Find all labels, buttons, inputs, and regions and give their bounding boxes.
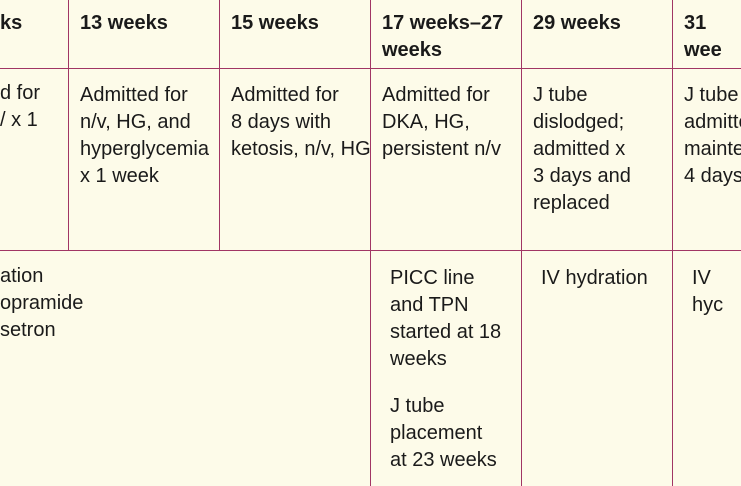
column-divider [219,0,220,251]
admission-cell: Admitted for DKA, HG, persistent n/v [382,84,501,160]
treatment-cell: ation opramide setron [0,265,84,341]
header-cell: 31 wee [684,12,722,61]
header-cell: 15 weeks [231,12,319,34]
column-divider [370,0,371,486]
header-cell: 17 weeks–27 weeks [382,12,504,61]
header-cell: ks [0,12,23,34]
admission-cell: J tube dislodged; admitted x 3 days and … [533,84,631,214]
header-cell: 13 weeks [80,12,168,34]
treatment-cell: IV hydration [541,267,648,289]
treatment-cell: IV hyc [692,267,724,316]
column-divider [68,0,69,251]
treatment-cell: PICC line and TPN started at 18 weeks [390,267,502,370]
treatment-cell: J tube placement at 23 weeks [390,395,497,471]
column-divider [672,0,673,486]
header-cell: 29 weeks [533,12,621,34]
admission-cell: Admitted for 8 days with ketosis, n/v, H… [231,84,371,160]
admission-cell: Admitted for n/v, HG, and hyperglycemia … [80,84,209,187]
admission-cell: d for / x 1 [0,82,41,131]
admission-cell: J tube admitte mainte 4 days [684,84,741,187]
column-divider [521,0,522,486]
